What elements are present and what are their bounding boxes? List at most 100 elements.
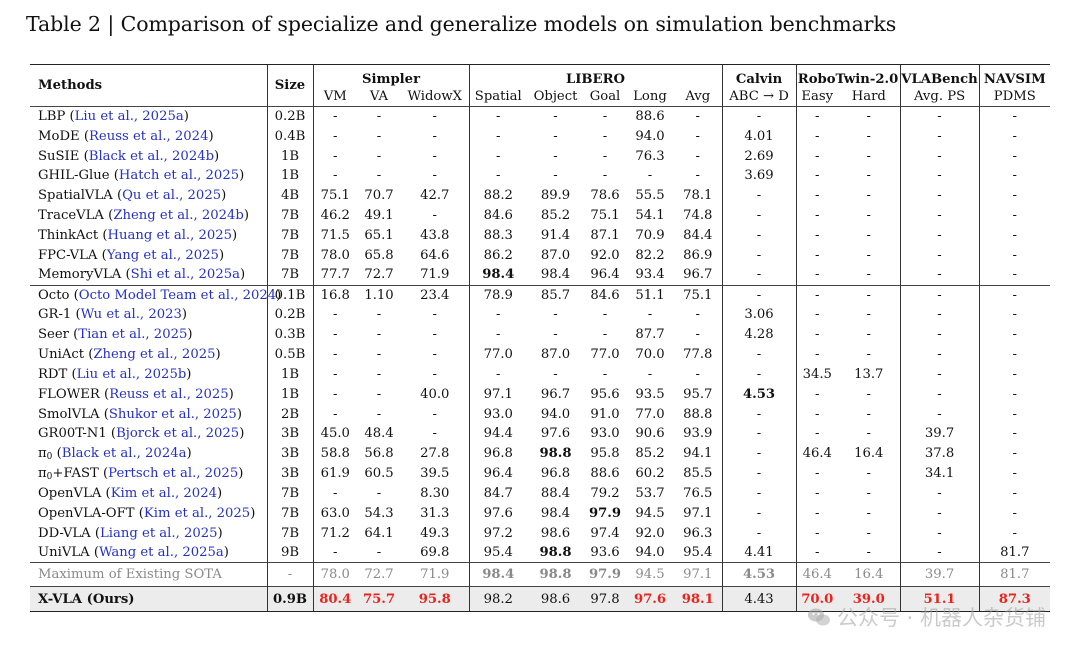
value-cell: 81.7 bbox=[978, 562, 1051, 587]
citation-link[interactable]: Shi et al., 2025a bbox=[130, 267, 240, 283]
citation-link[interactable]: Zheng et al., 2025 bbox=[93, 347, 216, 363]
value-cell: 78.9 bbox=[468, 284, 527, 305]
citation-link[interactable]: Qu et al., 2025 bbox=[122, 188, 222, 204]
citation-link[interactable]: Wang et al., 2025a bbox=[98, 545, 224, 561]
value-cell: 93.4 bbox=[635, 267, 665, 283]
value-cell: - bbox=[721, 503, 797, 524]
value-cell: 70.7 bbox=[364, 188, 394, 204]
value-cell: - bbox=[602, 366, 608, 382]
value-cell: 4.53 bbox=[721, 384, 797, 405]
value-cell: - bbox=[899, 126, 980, 147]
citation-link[interactable]: Kim et al., 2024 bbox=[110, 485, 217, 501]
size-cell: 1B bbox=[266, 166, 313, 186]
citation-link[interactable]: Hatch et al., 2025 bbox=[118, 168, 240, 184]
value-cell: - bbox=[795, 284, 839, 305]
citation-link[interactable]: Black et al., 2024b bbox=[88, 148, 215, 164]
value-cell: - bbox=[795, 225, 839, 246]
citation-link[interactable]: Black et al., 2024a bbox=[61, 445, 187, 461]
citation-link[interactable]: Reuss et al., 2025 bbox=[109, 386, 229, 402]
value-cell: - bbox=[866, 426, 871, 442]
citation-link[interactable]: Pertsch et al., 2025 bbox=[108, 465, 239, 481]
value-cell: 86.9 bbox=[683, 247, 713, 263]
method-name: ThinkAct bbox=[38, 227, 99, 243]
value-cell: 37.8 bbox=[899, 443, 980, 464]
value-cell: - bbox=[866, 247, 871, 263]
value-cell: - bbox=[899, 304, 980, 325]
citation-link[interactable]: Liang et al., 2025 bbox=[100, 525, 218, 541]
table-row: GR-1 (Wu et al., 2023) 0.2B - - - - - - - -3.06- -… bbox=[30, 304, 1051, 325]
value-cell: - bbox=[432, 426, 437, 442]
value-cell: 77.7 bbox=[312, 265, 357, 286]
value-cell: 39.7 bbox=[899, 424, 980, 444]
value-cell: 81.7 bbox=[978, 543, 1051, 563]
value-cell: 46.4 bbox=[795, 562, 839, 587]
citation-link[interactable]: Bjorck et al., 2025 bbox=[116, 426, 240, 442]
value-cell: - bbox=[468, 106, 527, 127]
value-cell: 77.0 bbox=[468, 344, 527, 365]
value-cell: 70.9 bbox=[635, 227, 665, 243]
size-cell: 1B bbox=[266, 364, 313, 385]
method-cell: MoDE (Reuss et al., 2024) bbox=[38, 128, 214, 144]
value-cell: 86.2 bbox=[468, 245, 527, 266]
value-cell: - bbox=[602, 307, 608, 323]
citation-link[interactable]: Huang et al., 2025 bbox=[107, 227, 233, 243]
method-subscript: 0 bbox=[46, 471, 53, 482]
method-suffix: +FAST bbox=[52, 465, 99, 481]
table-row: π0 (Black et al., 2024a) 3B 58.8 56.8 27.8 96… bbox=[30, 443, 1051, 464]
value-cell: 84.6 bbox=[584, 284, 626, 305]
header-sub-easy: Easy bbox=[795, 86, 839, 107]
header-sub-long: Long bbox=[633, 88, 667, 104]
value-cell: 60.2 bbox=[635, 466, 665, 482]
value-cell: 95.6 bbox=[590, 386, 620, 402]
value-cell: - bbox=[978, 384, 1051, 405]
value-cell: - bbox=[899, 324, 980, 345]
value-cell: - bbox=[468, 146, 527, 167]
value-cell: 88.3 bbox=[468, 225, 527, 246]
citation-link[interactable]: Zheng et al., 2024b bbox=[113, 208, 244, 224]
value-cell: 97.6 bbox=[468, 503, 527, 524]
citation-link[interactable]: Wu et al., 2023 bbox=[80, 307, 182, 323]
value-cell: - bbox=[978, 404, 1051, 424]
value-cell: - bbox=[899, 523, 980, 544]
value-cell: 96.4 bbox=[590, 267, 620, 283]
method-cell: RDT (Liu et al., 2025b) bbox=[38, 366, 192, 382]
value-cell: - bbox=[866, 386, 871, 402]
value-cell: 27.8 bbox=[420, 446, 450, 462]
citation-link[interactable]: Reuss et al., 2024 bbox=[89, 128, 209, 144]
value-cell: - bbox=[376, 347, 382, 363]
method-name: TraceVLA bbox=[38, 208, 104, 224]
citation-link[interactable]: Liu et al., 2025b bbox=[76, 366, 187, 382]
method-cell: π0 (Black et al., 2024a) bbox=[38, 445, 192, 462]
value-cell: - bbox=[432, 347, 437, 363]
value-cell: - bbox=[795, 384, 839, 405]
citation-link[interactable]: Kim et al., 2025 bbox=[143, 505, 251, 521]
value-cell: - bbox=[795, 126, 839, 147]
value-cell: - bbox=[432, 168, 437, 184]
method-cell: ThinkAct (Huang et al., 2025) bbox=[38, 227, 238, 243]
citation-link[interactable]: Yang et al., 2025 bbox=[106, 247, 219, 263]
value-cell: 72.7 bbox=[364, 267, 394, 283]
value-cell: - bbox=[795, 146, 839, 167]
value-cell: - bbox=[432, 406, 437, 422]
value-cell: 4.41 bbox=[721, 543, 797, 563]
citation-link[interactable]: Liu et al., 2025a bbox=[74, 109, 184, 125]
table-row: GR00T-N1 (Bjorck et al., 2025) 3B 45.0 48.4… bbox=[30, 424, 1051, 444]
value-cell: - bbox=[721, 265, 797, 286]
method-cell: TraceVLA (Zheng et al., 2024b) bbox=[38, 208, 250, 224]
value-cell: - bbox=[795, 503, 839, 524]
table-header: Methods Size Simpler LIBERO Calvin RoboT… bbox=[30, 64, 1051, 107]
value-cell: - bbox=[721, 404, 797, 424]
value-cell: - bbox=[312, 106, 357, 127]
citation-link[interactable]: Tian et al., 2025 bbox=[78, 327, 188, 343]
value-cell: - bbox=[866, 227, 871, 243]
size-cell: 3B bbox=[266, 424, 313, 444]
value-cell: 75.7 bbox=[357, 586, 401, 613]
value-cell: 98.6 bbox=[540, 525, 571, 541]
value-cell: 98.2 bbox=[468, 586, 527, 613]
citation-link[interactable]: Shukor et al., 2025 bbox=[108, 406, 237, 422]
citation-link[interactable]: Octo Model Team et al., 2024 bbox=[78, 287, 277, 303]
method-name: Octo bbox=[38, 287, 70, 303]
value-cell: - bbox=[795, 106, 839, 127]
method-cell: FPC-VLA (Yang et al., 2025) bbox=[38, 247, 225, 263]
value-cell: 96.3 bbox=[683, 525, 713, 541]
